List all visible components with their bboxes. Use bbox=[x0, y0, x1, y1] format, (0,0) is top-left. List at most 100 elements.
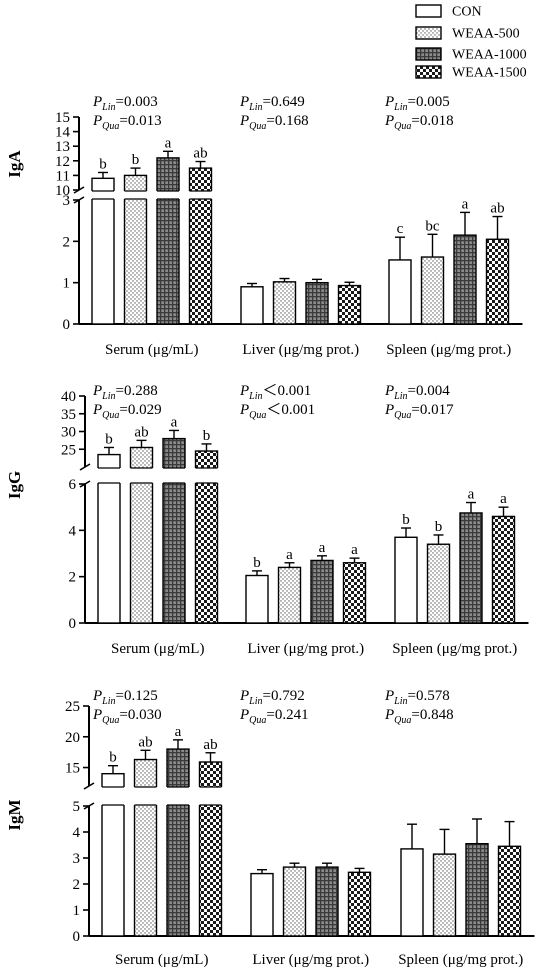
legend-label-weaa-1000: WEAA-1000 bbox=[452, 48, 527, 63]
bar-con-liver bbox=[250, 872, 274, 937]
axis-break-mark bbox=[83, 782, 95, 790]
category-label: Liver (μg/mg prot.) bbox=[242, 342, 359, 358]
y-tick-label: 4 bbox=[73, 825, 81, 841]
bar-weaa-500-spleen bbox=[420, 256, 445, 325]
p-lin-stat: PLin=0.004 bbox=[384, 383, 450, 402]
significance-letter: ab bbox=[203, 737, 217, 753]
category-label: Spleen (μg/mg prot.) bbox=[386, 342, 511, 358]
significance-letter: b bbox=[99, 156, 107, 172]
y-tick-label: 1 bbox=[73, 903, 81, 919]
bar-break-gap bbox=[91, 191, 115, 199]
y-tick-label: 0 bbox=[63, 317, 71, 333]
category-label: Serum (μg/mL) bbox=[115, 952, 208, 968]
significance-letter: c bbox=[397, 221, 404, 237]
significance-letter: b bbox=[109, 750, 117, 766]
y-tick-label: 3 bbox=[73, 851, 81, 867]
p-lin-stat: PLin=0.125 bbox=[92, 688, 158, 707]
y-axis-label: IgG bbox=[5, 471, 24, 499]
bar-weaa-1000-spleen bbox=[459, 512, 483, 624]
y-tick-label: 25 bbox=[65, 699, 80, 715]
significance-letter: ab bbox=[134, 424, 148, 440]
bar-weaa-500-spleen bbox=[426, 543, 451, 624]
category-label: Serum (μg/mL) bbox=[111, 641, 204, 657]
significance-letter: b bbox=[435, 519, 443, 535]
legend-label-weaa-500: WEAA-500 bbox=[452, 27, 520, 42]
significance-letter: b bbox=[105, 431, 113, 447]
bar-weaa-1500-liver bbox=[347, 871, 372, 937]
significance-letter: a bbox=[319, 540, 326, 556]
p-qua-stat: PQua=0.241 bbox=[239, 707, 309, 726]
y-tick-label: 5 bbox=[73, 799, 81, 815]
significance-letter: b bbox=[402, 512, 410, 528]
y-tick-label: 40 bbox=[61, 389, 76, 405]
bar-con-spleen bbox=[400, 848, 424, 937]
y-tick-label: 11 bbox=[56, 168, 70, 184]
bar-weaa-500-liver bbox=[282, 866, 307, 937]
p-lin-stat: PLin=0.578 bbox=[384, 688, 450, 707]
bar-weaa-500-liver bbox=[272, 281, 297, 325]
y-tick-label: 4 bbox=[69, 523, 77, 539]
bar-weaa-1000-spleen bbox=[465, 843, 489, 937]
y-tick-label: 13 bbox=[55, 139, 70, 155]
p-qua-stat: PQua=0.029 bbox=[92, 402, 162, 421]
bar-weaa-1500-liver bbox=[337, 284, 362, 325]
bar-break-gap bbox=[97, 468, 121, 483]
category-label: Liver (μg/mg prot.) bbox=[252, 952, 369, 968]
bar-weaa-1000-liver bbox=[315, 866, 339, 937]
bar-break-gap bbox=[156, 191, 180, 199]
bar-break-gap bbox=[133, 787, 158, 805]
y-tick-label: 35 bbox=[61, 407, 76, 423]
bar-break-gap bbox=[198, 787, 223, 805]
significance-letter: a bbox=[468, 487, 475, 503]
legend-label-weaa-1500: WEAA-1500 bbox=[452, 66, 527, 81]
bar-con-liver bbox=[245, 574, 269, 624]
bar-break-gap bbox=[101, 787, 125, 805]
bar-con-serum bbox=[91, 177, 115, 325]
significance-letter: a bbox=[351, 542, 358, 558]
y-tick-label: 2 bbox=[69, 570, 77, 586]
bar-weaa-1500-spleen bbox=[497, 845, 522, 937]
p-qua-stat: PQua=0.018 bbox=[384, 113, 454, 132]
significance-letter: ab bbox=[138, 734, 152, 750]
y-tick-label: 2 bbox=[73, 877, 81, 893]
legend-item-con: CON bbox=[415, 4, 482, 20]
bar-weaa-1000-liver bbox=[305, 281, 329, 325]
bar-break-gap bbox=[162, 468, 186, 483]
significance-letter: a bbox=[165, 135, 172, 151]
bar-con-liver bbox=[240, 286, 264, 325]
legend-label-con: CON bbox=[452, 5, 482, 20]
significance-letter: ab bbox=[193, 146, 207, 162]
y-tick-label: 0 bbox=[73, 929, 81, 945]
p-lin-stat: PLin=0.003 bbox=[92, 94, 158, 113]
y-tick-label: 25 bbox=[61, 442, 76, 458]
significance-letter: b bbox=[132, 152, 140, 168]
y-tick-label: 10 bbox=[55, 183, 70, 199]
y-tick-label: 15 bbox=[55, 110, 70, 126]
y-axis-label: IgM bbox=[5, 799, 24, 830]
p-qua-stat: PQua＜0.001 bbox=[239, 402, 315, 421]
legend: CON WEAA-500 WEAA-1000 WEAA-1500 bbox=[415, 4, 527, 81]
p-qua-stat: PQua=0.030 bbox=[92, 707, 162, 726]
y-tick-label: 2 bbox=[63, 234, 71, 250]
category-label: Liver (μg/mg prot.) bbox=[247, 641, 364, 657]
bar-weaa-1500-spleen bbox=[491, 515, 516, 624]
category-label: Spleen (μg/mg prot.) bbox=[398, 952, 523, 968]
bar-weaa-1500-liver bbox=[342, 562, 367, 624]
y-tick-label: 1 bbox=[63, 276, 71, 292]
p-qua-stat: PQua=0.168 bbox=[239, 113, 309, 132]
bar-break-gap bbox=[194, 468, 219, 483]
bar-con-spleen bbox=[394, 536, 418, 624]
legend-item-weaa-500: WEAA-500 bbox=[415, 26, 520, 42]
legend-item-weaa-1000: WEAA-1000 bbox=[415, 47, 527, 63]
significance-letter: a bbox=[286, 547, 293, 563]
bar-con-spleen bbox=[388, 259, 412, 325]
p-lin-stat: PLin=0.649 bbox=[239, 94, 305, 113]
p-qua-stat: PQua=0.848 bbox=[384, 707, 454, 726]
legend-item-weaa-1500: WEAA-1500 bbox=[415, 65, 527, 81]
bar-break-gap bbox=[188, 191, 213, 199]
bar-weaa-500-serum bbox=[133, 758, 158, 937]
bar-break-gap bbox=[166, 787, 190, 805]
